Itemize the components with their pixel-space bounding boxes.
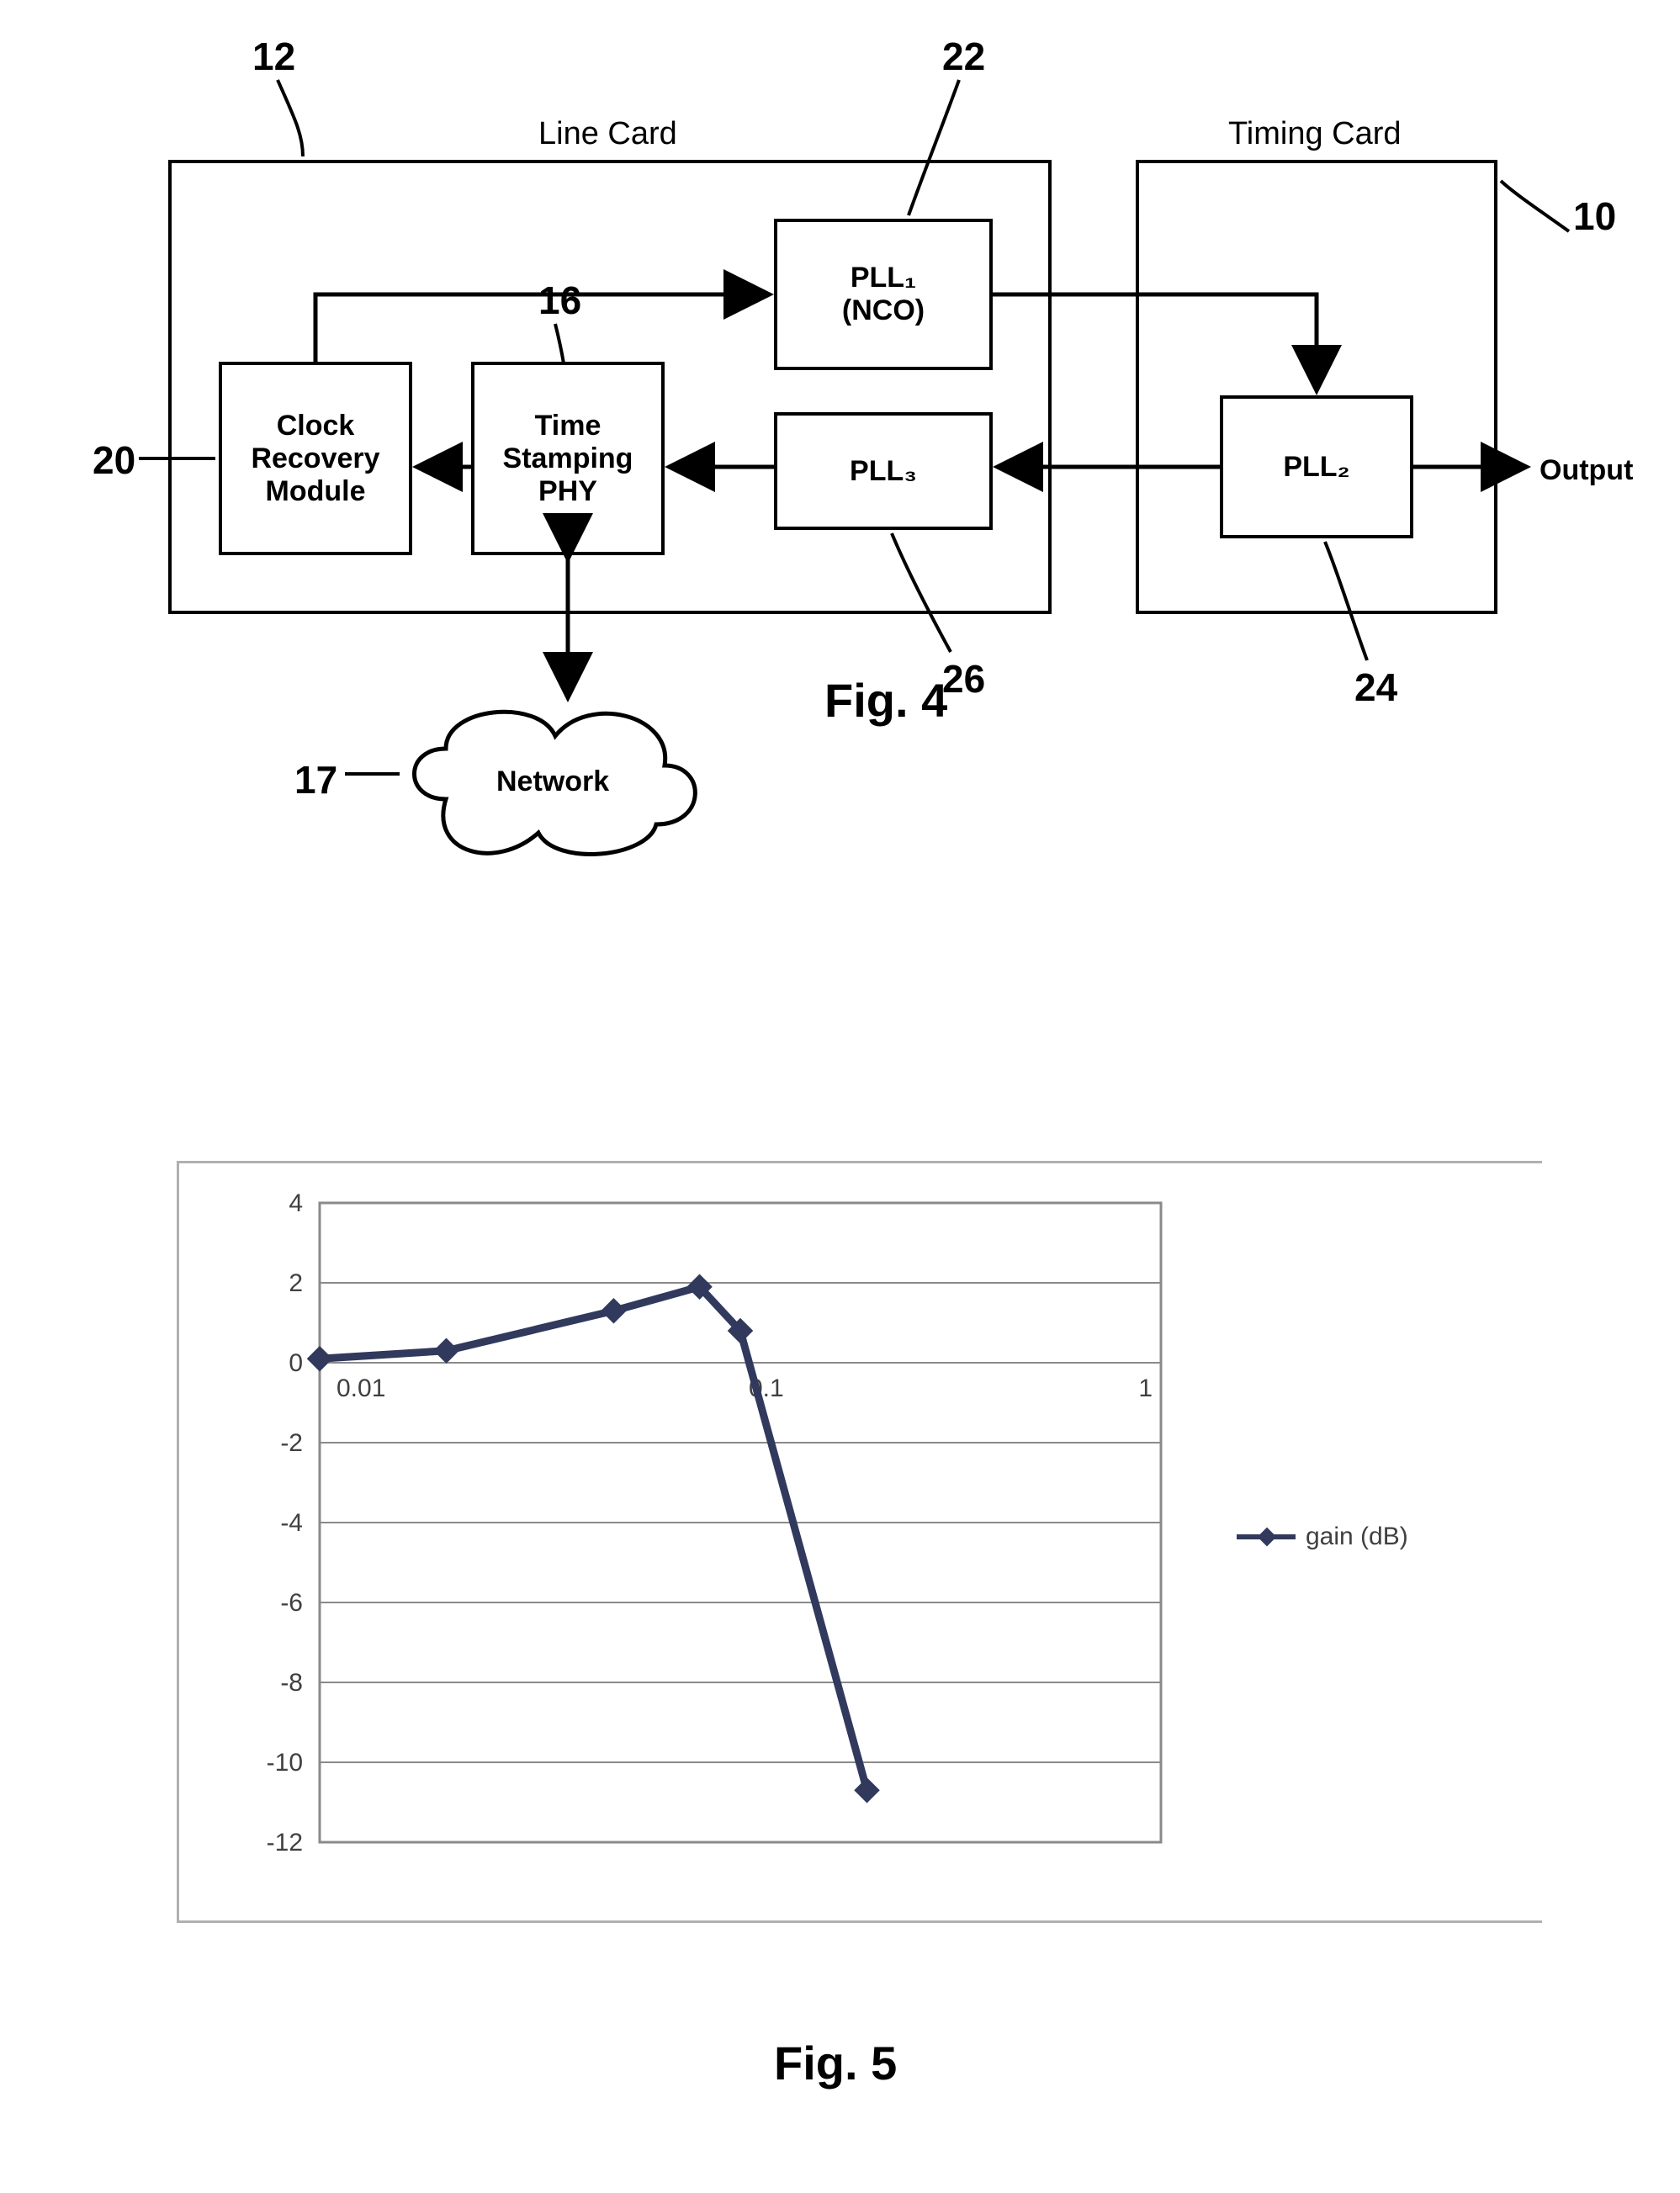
fig4-arrows (0, 0, 1680, 925)
svg-text:1: 1 (1138, 1375, 1153, 1402)
svg-text:2: 2 (289, 1269, 303, 1297)
svg-text:0.01: 0.01 (337, 1375, 385, 1402)
svg-text:0: 0 (289, 1349, 303, 1377)
svg-text:-8: -8 (280, 1669, 303, 1697)
svg-text:-6: -6 (280, 1589, 303, 1617)
svg-text:-2: -2 (280, 1429, 303, 1457)
chart-legend: gain (dB) (1237, 1523, 1408, 1551)
svg-text:4: 4 (289, 1189, 303, 1217)
legend-marker-icon (1237, 1527, 1296, 1547)
svg-text:-12: -12 (267, 1829, 303, 1857)
svg-text:-4: -4 (280, 1509, 303, 1537)
svg-text:-10: -10 (267, 1749, 303, 1777)
fig5-caption: Fig. 5 (774, 2036, 897, 2090)
legend-label: gain (dB) (1306, 1523, 1408, 1551)
gain-chart: 420-2-4-6-8-10-120.010.11 (286, 1194, 1178, 1884)
